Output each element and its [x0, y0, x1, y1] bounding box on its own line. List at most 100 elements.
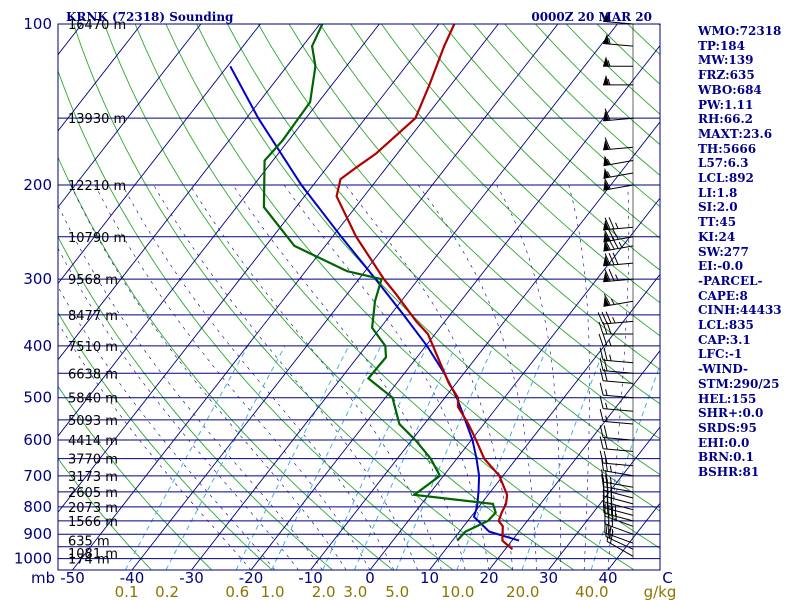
- dry-adiabat: [103, 24, 575, 570]
- pressure-tick-label: 600: [23, 431, 52, 449]
- barb-pennant: [603, 240, 610, 252]
- barb-half: [614, 504, 617, 511]
- mixing-ratio-label: 3.0: [343, 583, 367, 600]
- barb-full: [611, 506, 614, 519]
- barb-shaft: [603, 117, 634, 122]
- dewpoint-line: [262, 24, 497, 542]
- barb-pennant: [603, 139, 610, 150]
- index-item: -WIND-: [698, 362, 748, 377]
- barb-half: [608, 339, 612, 347]
- moist-adiabat: [607, 184, 630, 570]
- barb-full: [599, 347, 604, 361]
- barb-full: [608, 504, 610, 518]
- dry-adiabat: [165, 24, 660, 549]
- barb-full: [604, 137, 611, 150]
- index-item: SI:2.0: [698, 200, 738, 215]
- temperature-tick-label: 0: [365, 569, 375, 587]
- wind-barb: [601, 474, 634, 493]
- isotherm: [369, 197, 660, 570]
- barb-shaft: [604, 523, 634, 535]
- mixing-ratio-label: 2.0: [312, 583, 336, 600]
- index-item: CINH:44433: [698, 303, 782, 318]
- index-item: SRDS:95: [698, 420, 757, 435]
- dry-adiabat: [58, 457, 152, 570]
- barb-full: [599, 450, 604, 464]
- wind-barb: [603, 137, 634, 151]
- height-label: 3770 m: [68, 453, 118, 468]
- mixing-ratio-label: 0.1: [115, 583, 139, 600]
- index-item: WBO:684: [698, 82, 762, 97]
- barb-shaft: [603, 394, 634, 399]
- pressure-tick-label: 900: [23, 525, 52, 543]
- temperature-tick-label: 20: [479, 569, 498, 587]
- height-label: 1081 m: [68, 547, 118, 562]
- index-item: RH:66.2: [698, 112, 753, 127]
- barb-shaft: [603, 470, 634, 477]
- barb-shaft: [604, 515, 634, 527]
- index-item: STM:290/25: [698, 376, 780, 391]
- barb-half: [609, 354, 612, 361]
- pressure-tick-label: 1000: [14, 550, 52, 568]
- mixing-ratio-label: 10.0: [441, 583, 474, 600]
- mixing-ratio-line: [124, 345, 249, 570]
- barb-pennant: [603, 74, 609, 85]
- isotherm: [548, 426, 660, 570]
- barb-shaft: [603, 359, 634, 364]
- index-item: L57:6.3: [698, 156, 749, 171]
- barb-full: [599, 396, 604, 409]
- dry-adiabat: [227, 24, 660, 476]
- barb-half: [615, 274, 619, 281]
- barb-pennant: [603, 219, 610, 230]
- wind-barb: [604, 503, 634, 527]
- isotherm: [58, 24, 261, 285]
- dry-adiabat: [319, 24, 660, 371]
- barb-shaft: [603, 320, 634, 325]
- mixing-ratio-line: [271, 345, 382, 570]
- barb-full: [608, 217, 615, 230]
- height-label: 5093 m: [68, 414, 118, 429]
- wind-barb: [599, 408, 634, 425]
- barb-shaft: [603, 501, 634, 511]
- isotherm: [310, 121, 660, 570]
- index-item: SHR+:0.0: [698, 406, 764, 421]
- moist-adiabat: [153, 184, 418, 570]
- barb-shaft: [605, 536, 634, 550]
- mixing-ratio-line: [456, 345, 549, 570]
- wind-barb: [599, 358, 634, 374]
- barb-half: [608, 15, 611, 23]
- height-label: 12210 m: [68, 179, 126, 194]
- barb-full: [604, 108, 611, 121]
- barb-half: [610, 298, 615, 305]
- dry-adiabat: [288, 24, 660, 405]
- barb-pennant: [603, 56, 609, 67]
- barb-full: [603, 177, 611, 190]
- y-axis-label: mb: [31, 569, 55, 587]
- barb-half: [618, 242, 623, 249]
- barb-full: [605, 458, 608, 472]
- barb-full: [605, 474, 608, 488]
- index-item: LI:1.8: [698, 185, 738, 200]
- dry-adiabat: [58, 311, 273, 570]
- wind-barb: [603, 108, 634, 122]
- index-item: KI:24: [698, 229, 736, 244]
- barb-full: [605, 523, 608, 537]
- dry-adiabat: [134, 24, 635, 570]
- barb-full: [608, 268, 615, 281]
- temperature-tick-label: -10: [298, 569, 323, 587]
- wind-barb: [599, 425, 634, 441]
- height-label: 1566 m: [68, 515, 118, 530]
- barb-full: [603, 348, 608, 361]
- temperature-line: [335, 24, 514, 551]
- mixing-ratio-line: [165, 345, 286, 570]
- barb-full: [603, 425, 608, 438]
- height-label: 6638 m: [68, 367, 118, 382]
- wind-barb: [603, 33, 634, 47]
- mixing-ratio-line: [322, 345, 428, 570]
- wind-barb: [599, 396, 634, 412]
- mixing-ratio-label: 1.0: [261, 583, 285, 600]
- index-item: LCL:892: [698, 171, 754, 186]
- pressure-tick-label: 700: [23, 467, 52, 485]
- barb-half: [605, 402, 608, 410]
- wind-barb: [597, 311, 634, 325]
